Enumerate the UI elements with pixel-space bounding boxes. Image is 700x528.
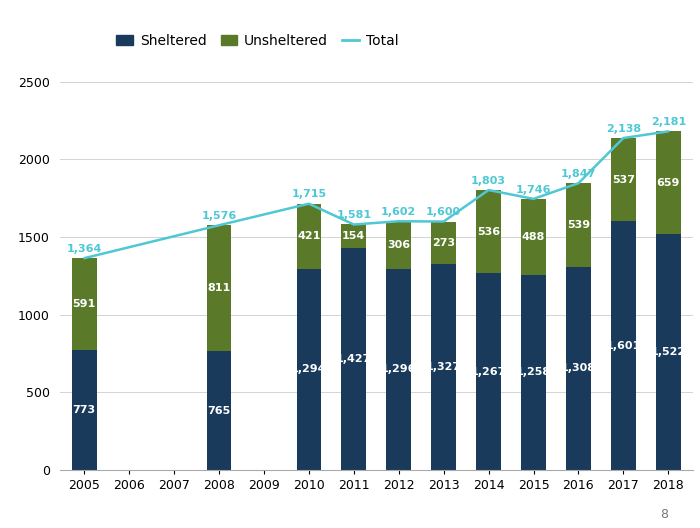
Text: 1,258: 1,258: [516, 367, 551, 378]
Text: 1,308: 1,308: [561, 363, 596, 373]
Bar: [566, 267, 591, 470]
Bar: [611, 138, 636, 221]
Text: 2,138: 2,138: [606, 124, 641, 134]
Text: CITY OF: CITY OF: [638, 20, 672, 29]
Text: 1,600: 1,600: [426, 207, 461, 217]
Text: 154: 154: [342, 231, 365, 241]
Bar: [521, 199, 546, 275]
Bar: [297, 204, 321, 269]
Bar: [611, 221, 636, 470]
Text: 1,267: 1,267: [471, 366, 506, 376]
Text: 1,294: 1,294: [291, 364, 327, 374]
Text: 659: 659: [657, 177, 680, 187]
Text: 765: 765: [207, 406, 230, 416]
Bar: [386, 269, 411, 470]
Bar: [476, 274, 501, 470]
Text: 2005 – 2018 Trend in Vancouver: 2005 – 2018 Trend in Vancouver: [21, 25, 421, 45]
Text: 1,601: 1,601: [606, 341, 641, 351]
Text: 773: 773: [73, 405, 96, 415]
Bar: [656, 234, 680, 470]
Bar: [431, 264, 456, 470]
Text: 536: 536: [477, 227, 500, 237]
Bar: [342, 224, 366, 248]
Text: 1,427: 1,427: [336, 354, 372, 364]
Text: 1,522: 1,522: [651, 347, 686, 357]
Text: 539: 539: [567, 220, 590, 230]
Bar: [521, 275, 546, 470]
Text: 1,602: 1,602: [381, 207, 416, 217]
Text: 811: 811: [207, 283, 230, 293]
Text: 591: 591: [73, 299, 96, 309]
Bar: [72, 258, 97, 350]
Bar: [656, 131, 680, 234]
Text: 273: 273: [432, 238, 455, 248]
Text: 488: 488: [522, 232, 545, 242]
Text: 1,576: 1,576: [202, 211, 237, 221]
Bar: [431, 222, 456, 264]
Bar: [206, 225, 232, 351]
Bar: [566, 183, 591, 267]
Bar: [342, 248, 366, 470]
Bar: [386, 221, 411, 269]
Text: 1,296: 1,296: [381, 364, 416, 374]
Text: 1,581: 1,581: [336, 210, 371, 220]
Text: 1,364: 1,364: [66, 244, 102, 254]
Bar: [72, 350, 97, 470]
Bar: [476, 190, 501, 274]
Legend: Sheltered, Unsheltered, Total: Sheltered, Unsheltered, Total: [111, 29, 404, 54]
Text: 306: 306: [387, 240, 410, 250]
Text: VANCOUVER: VANCOUVER: [595, 42, 672, 52]
Text: 1,746: 1,746: [516, 185, 552, 194]
Text: 537: 537: [612, 175, 635, 185]
Text: 1,327: 1,327: [426, 362, 461, 372]
Text: 1,715: 1,715: [291, 190, 326, 200]
Bar: [206, 351, 232, 470]
Bar: [297, 269, 321, 470]
Text: 421: 421: [298, 231, 321, 241]
Text: 2,181: 2,181: [651, 117, 686, 127]
Text: 1,847: 1,847: [561, 169, 596, 179]
Text: 1,803: 1,803: [471, 176, 506, 186]
Text: 8: 8: [661, 508, 668, 522]
